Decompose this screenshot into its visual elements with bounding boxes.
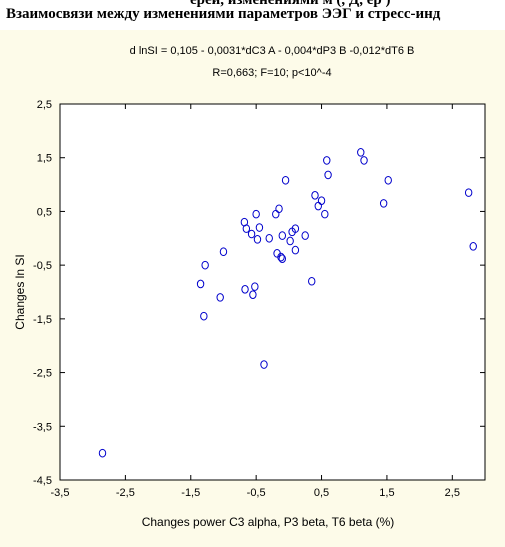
data-point: [242, 224, 251, 233]
data-point: [260, 360, 268, 369]
data-point: [323, 156, 331, 165]
data-point: [317, 196, 326, 205]
regression-equation: d lnSI = 0,105 - 0,0031*dC3 A - 0,004*dP…: [130, 45, 415, 57]
data-point: [286, 236, 294, 246]
data-point: [216, 293, 224, 302]
x-tick-label: -0,5: [247, 487, 266, 499]
data-point: [311, 191, 319, 200]
clipped-header-text: ерей, изменениями м (, Д, ер ): [190, 0, 391, 8]
y-tick-label: 2,5: [37, 99, 52, 111]
data-point: [301, 231, 309, 240]
x-tick-label: 1,5: [379, 487, 394, 499]
data-point: [241, 285, 249, 294]
data-point: [291, 224, 300, 233]
data-point: [469, 242, 477, 251]
figure-title: Взаимосвязи между изменениями параметров…: [6, 6, 441, 22]
data-point: [324, 170, 332, 180]
data-point: [201, 260, 209, 270]
data-point: [247, 229, 256, 239]
data-points: [98, 148, 477, 458]
data-point: [278, 231, 287, 240]
x-axis-title: Changes power C3 alpha, P3 beta, T6 beta…: [142, 515, 395, 529]
plot-area: [59, 103, 486, 481]
y-tick-label: 0,5: [37, 206, 52, 218]
data-point: [379, 199, 388, 208]
data-point: [291, 245, 300, 255]
x-tick-label: 2,5: [445, 487, 460, 499]
data-point: [321, 209, 329, 219]
regression-stats: R=0,663; F=10; p<10^-4: [212, 67, 331, 79]
data-point: [200, 311, 208, 321]
y-axis: 2,5 1,5 0,5 -0,5 -1,5 -2,5 -3,5 -4,5: [33, 99, 485, 487]
y-tick-label: -0,5: [33, 260, 52, 272]
data-point: [219, 247, 228, 257]
figure-header: ерей, изменениями м (, Д, ер ) Взаимосвя…: [0, 0, 505, 30]
y-tick-label: -2,5: [33, 368, 52, 380]
data-point: [253, 235, 262, 244]
data-point: [249, 290, 257, 299]
y-tick-label: -4,5: [33, 475, 52, 487]
data-point: [255, 223, 264, 232]
x-tick-label: -1,5: [181, 487, 200, 499]
data-point: [278, 254, 287, 263]
data-point: [384, 175, 392, 185]
data-point: [252, 209, 260, 219]
data-point: [464, 188, 473, 197]
x-tick-label: -3,5: [51, 487, 70, 499]
data-point: [98, 448, 107, 458]
data-point: [275, 204, 283, 214]
x-axis: -3,5 -2,5 -1,5 -0,5 0,5 1,5 2,5: [51, 104, 460, 499]
data-point: [277, 252, 285, 262]
data-point: [281, 175, 290, 185]
data-point: [265, 233, 273, 243]
x-tick-label: -2,5: [116, 487, 135, 499]
data-point: [357, 148, 365, 157]
data-point: [196, 279, 205, 289]
y-tick-label: -3,5: [33, 421, 52, 433]
y-tick-label: -1,5: [33, 314, 52, 326]
data-point: [308, 276, 316, 286]
y-tick-label: 1,5: [37, 153, 52, 165]
x-tick-label: 0,5: [314, 487, 329, 499]
data-point: [360, 156, 368, 165]
data-point: [251, 282, 259, 291]
y-axis-title: Changes ln SI: [13, 254, 27, 329]
scatter-chart: d lnSI = 0,105 - 0,0031*dC3 A - 0,004*dP…: [13, 45, 486, 529]
